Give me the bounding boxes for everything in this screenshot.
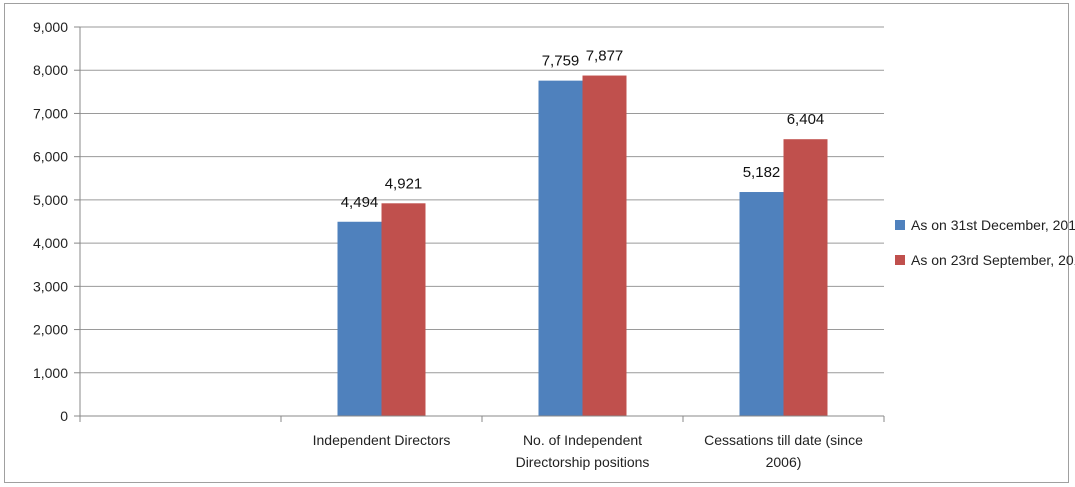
y-tick-label: 7,000 <box>33 105 68 121</box>
bar <box>381 203 426 416</box>
y-tick-label: 9,000 <box>33 19 68 35</box>
bar <box>337 221 382 416</box>
data-label: 7,759 <box>542 53 580 70</box>
y-tick-label: 4,000 <box>33 235 68 251</box>
legend-label: As on 31st December, 2014 <box>911 217 1075 233</box>
y-tick-label: 2,000 <box>33 322 68 338</box>
x-category-label: Independent Directors <box>313 432 451 448</box>
y-axis: 0 1,000 2,000 3,000 4,000 5,000 6,000 7,000 8,00… <box>33 19 81 424</box>
legend-label: As on 23rd September, 2016 <box>911 252 1075 268</box>
x-category-label: Cessations till date (since <box>704 432 863 448</box>
data-label: 4,921 <box>385 175 423 192</box>
y-tick-label: 3,000 <box>33 278 68 294</box>
y-tick-label: 5,000 <box>33 192 68 208</box>
data-label: 6,404 <box>787 111 825 128</box>
x-category-label: 2006) <box>766 454 802 470</box>
x-category-label: No. of Independent <box>523 432 642 448</box>
y-tick-label: 0 <box>60 408 68 424</box>
data-label: 4,494 <box>341 194 379 211</box>
y-tick-label: 8,000 <box>33 62 68 78</box>
legend-swatch <box>895 220 905 230</box>
data-label: 7,877 <box>586 48 624 65</box>
data-label: 5,182 <box>743 164 781 181</box>
x-axis: Independent Directors No. of Independent D… <box>79 415 885 470</box>
bar <box>739 192 784 416</box>
bar <box>582 75 627 416</box>
bar <box>538 80 583 416</box>
bar <box>783 139 828 416</box>
y-tick-label: 1,000 <box>33 365 68 381</box>
y-tick-label: 6,000 <box>33 149 68 165</box>
bars: 4,494 7,759 5,182 4,921 7,877 6,404 <box>337 48 828 416</box>
legend: As on 31st December, 2014 As on 23rd Sept… <box>895 217 1075 268</box>
x-category-label: Directorship positions <box>516 454 650 470</box>
legend-swatch <box>895 255 905 265</box>
